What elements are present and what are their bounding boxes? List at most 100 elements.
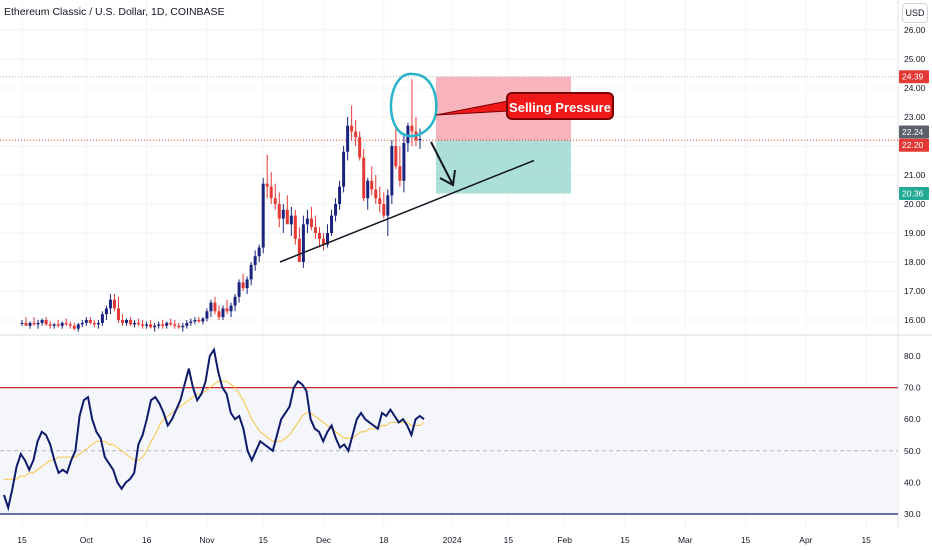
candle-body [334, 204, 338, 216]
candle-body [32, 322, 36, 325]
candle-body [362, 157, 366, 199]
candles-layer [20, 79, 422, 332]
candle-body [133, 322, 137, 325]
candle-body [402, 143, 406, 181]
price-tick-label: 16.00 [904, 315, 926, 325]
candle-body [92, 322, 96, 325]
rsi-tick-label: 40.0 [904, 477, 921, 487]
last-price-tag: 22.24 [899, 125, 929, 139]
candle-body [100, 314, 104, 323]
candle-body [330, 215, 334, 233]
candle-body [309, 218, 313, 228]
rsi-pane [0, 347, 898, 515]
candle-body [277, 204, 281, 219]
candle-body [370, 180, 374, 190]
candle-body [36, 322, 40, 325]
candle-body [322, 238, 325, 245]
candle-body [217, 311, 221, 318]
candle-body [398, 166, 402, 181]
candle-body [366, 180, 370, 199]
rsi-tick-label: 70.0 [904, 383, 921, 393]
price-axis[interactable]: 16.0017.0018.0019.0020.0021.0022.0023.00… [904, 25, 926, 519]
candle-body [116, 308, 120, 320]
upper-level-tag: 24.39 [899, 70, 929, 84]
candle-body [245, 279, 249, 289]
candle-body [177, 325, 181, 328]
candle-body [209, 302, 213, 312]
price-tick-label: 21.00 [904, 170, 926, 180]
candle-body [60, 322, 64, 326]
candle-body [169, 322, 173, 325]
candle-body [317, 233, 321, 239]
candle-body [197, 320, 201, 322]
candle-body [80, 322, 84, 325]
candle-body [161, 324, 165, 326]
candle-body [418, 139, 422, 141]
time-axis[interactable]: 15 Oct 16 Nov 15 Dec 18 2024 15 Feb 15 Mar 15 Apr 15 [17, 535, 871, 545]
entry-price-tag-text: 22.20 [902, 140, 924, 150]
candle-body [241, 282, 245, 289]
currency-button[interactable]: USD [902, 3, 928, 23]
candle-body [293, 215, 297, 239]
rsi-tick-label: 50.0 [904, 446, 921, 456]
candle-body [386, 195, 390, 216]
price-tick-label: 25.00 [904, 54, 926, 64]
candle-body [213, 302, 217, 312]
candle-body [141, 324, 145, 326]
time-tick-label: Mar [678, 535, 693, 545]
selling-pressure-callout[interactable]: Selling Pressure [506, 92, 614, 120]
drawings-layer[interactable] [279, 72, 535, 263]
candle-body [382, 204, 386, 216]
symbol-title: Ethereum Classic / U.S. Dollar, 1D, COIN… [4, 6, 225, 18]
candle-body [40, 320, 44, 323]
rsi-tick-label: 60.0 [904, 414, 921, 424]
candle-body [261, 183, 265, 248]
candle-body [20, 322, 24, 324]
candle-body [273, 198, 277, 204]
time-tick-label: Apr [799, 535, 812, 545]
rsi-ma-line [4, 380, 425, 480]
time-tick-label: Dec [316, 535, 332, 545]
candle-body [374, 189, 378, 199]
candle-body [297, 238, 301, 262]
candle-body [129, 320, 133, 325]
rsi-tick-label: 30.0 [904, 509, 921, 519]
candle-body [48, 324, 52, 326]
candle-body [112, 299, 116, 309]
take-profit-zone [436, 140, 571, 194]
candle-body [313, 227, 317, 233]
price-tick-label: 17.00 [904, 286, 926, 296]
target-price-tag-bg [899, 187, 929, 201]
candle-body [358, 137, 362, 158]
down-arrow-head [439, 169, 456, 187]
time-tick-label: 18 [379, 535, 389, 545]
candle-body [205, 311, 209, 319]
time-tick-label: 15 [258, 535, 268, 545]
candle-body [137, 322, 141, 325]
candle-body [354, 131, 358, 138]
highlight-circle [389, 72, 438, 138]
candle-body [145, 324, 149, 326]
price-tick-label: 23.00 [904, 112, 926, 122]
candle-body [72, 325, 76, 329]
candle-body [326, 233, 330, 245]
last-price-tag-bg [899, 125, 929, 139]
candle-body [68, 324, 72, 326]
price-tick-label: 20.00 [904, 199, 926, 209]
candle-body [52, 324, 56, 326]
candle-body [346, 125, 350, 152]
candle-body [342, 151, 346, 187]
candle-body [410, 125, 414, 132]
candle-body [301, 224, 305, 262]
candle-body [185, 322, 189, 326]
candle-body [88, 320, 92, 323]
rsi-tick-label: 80.0 [904, 351, 921, 361]
entry-price-tag-bg [899, 138, 929, 152]
price-tick-label: 19.00 [904, 228, 926, 238]
candle-body [390, 146, 394, 196]
candle-body [253, 256, 257, 265]
trendline [279, 159, 535, 263]
price-tick-label: 18.00 [904, 257, 926, 267]
candle-body [104, 308, 108, 315]
candle-body [237, 282, 241, 297]
